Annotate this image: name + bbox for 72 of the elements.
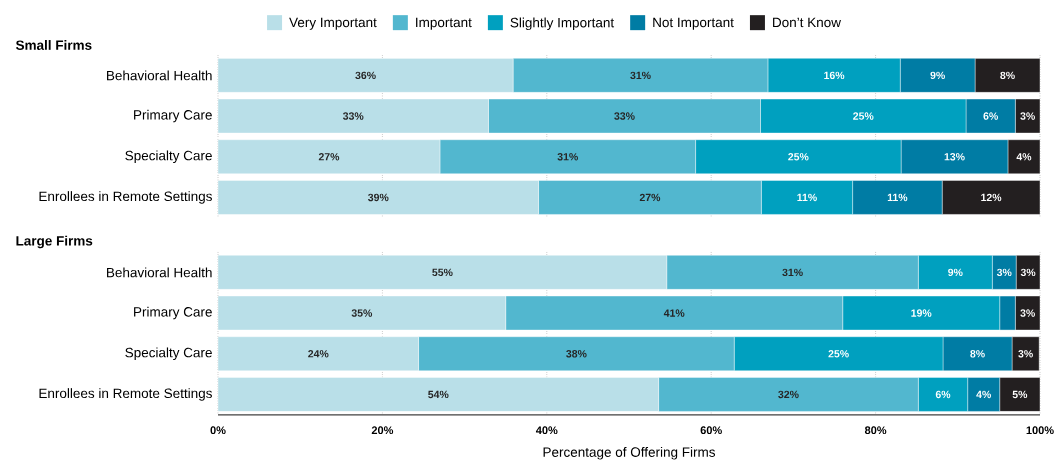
data-label: 8% [970, 350, 985, 358]
data-label: 4% [1016, 153, 1032, 161]
y-tick-label: Primary Care [134, 109, 212, 123]
x-tick-label: 60% [700, 426, 722, 435]
legend-label: Don’t Know [773, 17, 841, 28]
bar [974, 58, 1040, 93]
legend-label: Important [416, 17, 472, 30]
data-label: 33% [342, 112, 364, 120]
data-label: 31% [782, 268, 803, 277]
bar [218, 295, 506, 331]
legend-label: Not Important [653, 17, 734, 30]
data-label: 33% [614, 112, 635, 120]
data-label: 31% [557, 153, 578, 161]
x-tick-label: 80% [864, 426, 887, 435]
data-label: 6% [935, 390, 951, 399]
data-label: 13% [944, 153, 965, 161]
data-label: 8% [1000, 71, 1015, 80]
data-label: 38% [566, 350, 587, 358]
legend-label: Slightly Important [510, 17, 615, 31]
data-label: 3% [1020, 112, 1035, 120]
data-label: 3% [1020, 309, 1035, 317]
data-label: 27% [639, 193, 661, 202]
y-tick-label: Specialty Care [125, 347, 212, 361]
data-label: 39% [368, 193, 389, 202]
y-tick-label: Enrollees in Remote Settings [39, 388, 212, 401]
bar [218, 377, 659, 412]
data-label: 41% [663, 309, 685, 317]
bar [218, 58, 514, 93]
data-label: 36% [355, 71, 376, 80]
data-label: 3% [996, 268, 1012, 277]
data-label: 54% [428, 390, 449, 399]
x-axis-title: Percentage of Offering Firms [543, 446, 716, 460]
data-label: 31% [630, 71, 651, 80]
x-tick-label: 0% [210, 426, 226, 435]
x-tick-label: 40% [535, 426, 558, 435]
y-tick-label: Primary Care [134, 306, 212, 320]
bar [218, 255, 668, 290]
data-label: 19% [911, 309, 932, 317]
data-label: 27% [318, 153, 340, 161]
y-tick-label: Behavioral Health [107, 267, 212, 278]
data-label: 55% [432, 268, 453, 277]
data-label: 11% [797, 193, 817, 202]
bar [218, 98, 489, 134]
y-tick-label: Specialty Care [125, 150, 212, 164]
bar [941, 180, 1040, 215]
y-tick-label: Behavioral Health [107, 70, 212, 81]
data-label: 16% [824, 71, 845, 80]
legend-label: Very Important [289, 17, 377, 30]
data-label: 25% [828, 350, 849, 358]
bar [218, 180, 539, 215]
x-tick-label: 20% [371, 426, 394, 435]
data-label: 6% [983, 112, 998, 120]
data-label: 35% [351, 309, 373, 317]
text: Large Firms [16, 235, 93, 249]
data-label: 32% [778, 390, 799, 399]
bar [218, 336, 419, 371]
data-label: 11% [887, 193, 908, 202]
text: Small Firms [15, 40, 92, 50]
data-label: 9% [930, 71, 945, 80]
data-label: 12% [981, 193, 1002, 202]
data-label: 5% [1012, 390, 1028, 399]
data-label: 25% [853, 112, 874, 120]
y-tick-label: Enrollees in Remote Settings [39, 191, 212, 204]
data-label: 9% [948, 268, 963, 277]
data-label: 25% [788, 153, 809, 161]
data-label: 3% [1020, 268, 1036, 277]
data-label: 4% [976, 390, 991, 399]
bar [999, 377, 1040, 412]
x-tick-label: 100% [1026, 426, 1054, 435]
data-label: 24% [308, 350, 329, 358]
data-label: 3% [1018, 350, 1033, 358]
bar [218, 139, 441, 174]
